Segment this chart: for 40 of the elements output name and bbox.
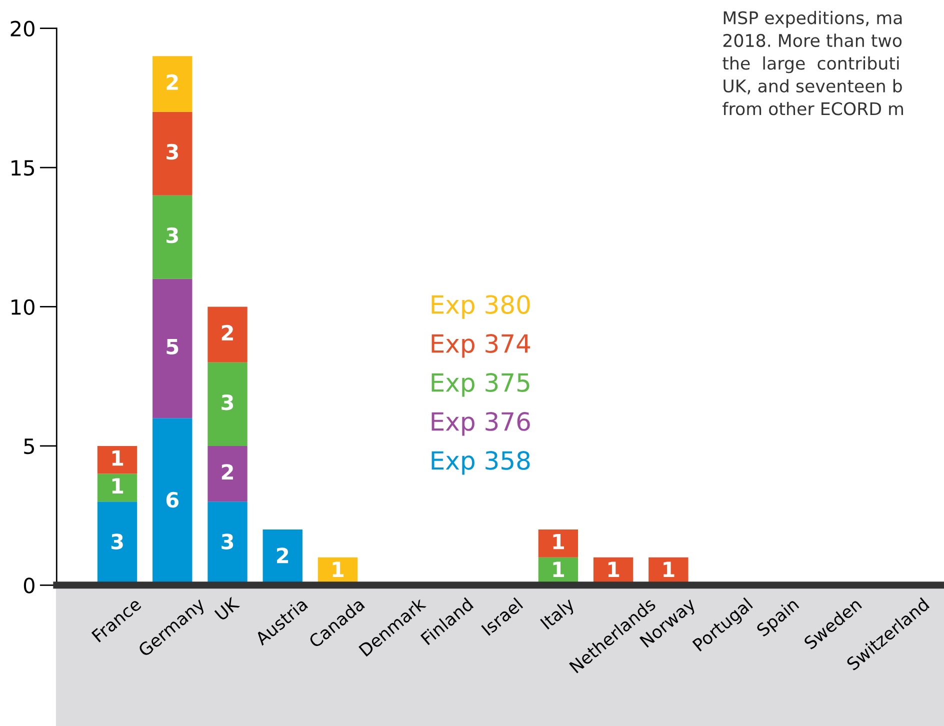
text: Exp 374 bbox=[432, 334, 530, 358]
data-label: 1 bbox=[553, 562, 564, 577]
data-label: 3 bbox=[111, 534, 123, 550]
bar bbox=[152, 195, 192, 279]
bar bbox=[208, 446, 248, 502]
data-label: 2 bbox=[222, 324, 233, 340]
text: Exp 376 bbox=[432, 412, 530, 436]
data-label: 2 bbox=[222, 464, 233, 480]
data-label: 3 bbox=[222, 534, 234, 550]
data-label: 2 bbox=[166, 74, 178, 90]
annotation: MSP expeditions, ma 2018. More than two the large contributi UK, and seventeen b from other ECORD m bbox=[722, 10, 903, 116]
data-label: 2 bbox=[277, 548, 288, 564]
bar bbox=[538, 529, 578, 558]
bar bbox=[208, 306, 248, 362]
bar bbox=[208, 362, 248, 446]
x-tick-label: UK bbox=[214, 596, 240, 622]
data-label: 6 bbox=[166, 492, 179, 508]
bar bbox=[97, 446, 138, 474]
bar bbox=[152, 278, 192, 418]
data-label: 1 bbox=[112, 478, 124, 494]
text: Exp 375 bbox=[432, 373, 530, 397]
data-label: 1 bbox=[664, 562, 674, 577]
data-label: 1 bbox=[608, 562, 620, 577]
data-label: 3 bbox=[222, 394, 234, 410]
bar bbox=[152, 56, 192, 112]
y-tick-label: 5 bbox=[24, 438, 34, 454]
y-tick-label: 15 bbox=[12, 160, 34, 176]
data-label: 1 bbox=[553, 534, 564, 550]
data-label: 1 bbox=[332, 562, 344, 577]
y-tick-label: 10 bbox=[12, 299, 34, 315]
bar bbox=[152, 112, 192, 196]
data-label: 3 bbox=[166, 144, 178, 160]
data-label: 1 bbox=[112, 450, 124, 466]
data-label: 5 bbox=[166, 339, 178, 355]
data-label: 3 bbox=[166, 227, 178, 244]
y-tick-label: 20 bbox=[10, 20, 34, 37]
text: Exp 358 bbox=[432, 450, 530, 475]
text: Exp 380 bbox=[432, 295, 530, 319]
y-tick-label: 0 bbox=[24, 578, 34, 594]
bar bbox=[97, 474, 138, 502]
